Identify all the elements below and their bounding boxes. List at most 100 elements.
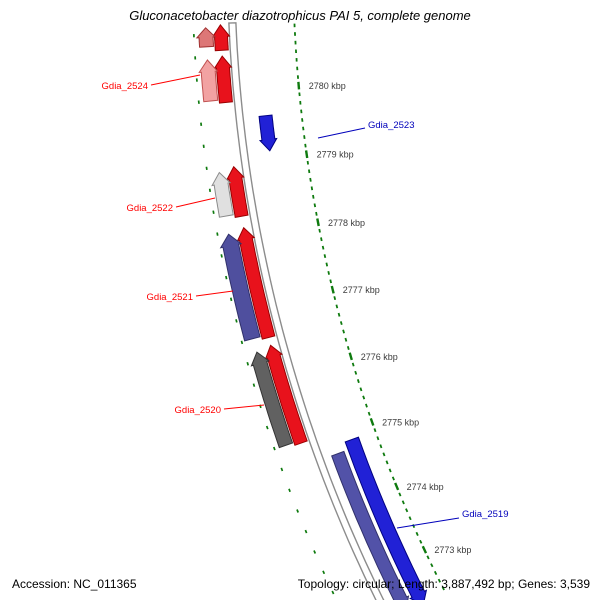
tick-dash xyxy=(333,296,337,301)
tick-dash xyxy=(344,337,348,342)
tick-dash xyxy=(288,488,291,493)
major-tick-dash xyxy=(330,285,335,294)
label-leader-line xyxy=(150,74,201,86)
gene-arrow[interactable] xyxy=(211,171,234,218)
gene-track xyxy=(195,24,428,600)
tick-dash xyxy=(320,237,323,242)
tick-dash xyxy=(391,476,395,481)
tick-dash xyxy=(208,188,212,193)
tick-dash xyxy=(304,143,307,148)
ruler-kbp-label: 2774 kbp xyxy=(407,482,444,492)
gene-Gdia_2519[interactable] xyxy=(331,436,428,600)
tick-dash xyxy=(272,446,276,451)
tick-dash xyxy=(367,411,371,416)
tick-dash xyxy=(382,452,386,457)
tick-dash xyxy=(331,590,335,595)
ruler-major-ticks: 2780 kbp 2779 kbp 2778 kbp 2777 kbp 2776 kbp… xyxy=(297,81,471,555)
major-tick-dash xyxy=(421,545,428,554)
gene-Gdia_2521[interactable] xyxy=(219,226,276,342)
tick-dash xyxy=(308,169,311,174)
tick-dash xyxy=(373,428,377,433)
gene-arrow[interactable] xyxy=(226,165,249,218)
gene-arrow[interactable] xyxy=(195,27,217,48)
tick-dash xyxy=(303,135,306,140)
gene-arrow[interactable] xyxy=(219,233,261,342)
gene-Gdia_2524[interactable] xyxy=(198,55,233,104)
gene-label[interactable]: Gdia_2522 xyxy=(127,203,173,214)
tick-dash xyxy=(313,550,317,554)
gene-arrow[interactable] xyxy=(198,59,219,103)
tick-dash xyxy=(339,321,343,326)
gene-label[interactable]: Gdia_2520 xyxy=(175,405,221,416)
tick-dash xyxy=(408,516,412,521)
gene-arrow[interactable] xyxy=(250,351,294,449)
label-leader-line xyxy=(317,127,366,139)
tick-dash xyxy=(323,254,327,259)
status-bar: Accession: NC_011365 Topology: circular;… xyxy=(12,577,590,591)
tick-dash xyxy=(216,232,219,236)
gene-arrow[interactable] xyxy=(331,450,410,600)
tick-dash xyxy=(385,460,389,465)
major-tick-dash xyxy=(369,418,375,426)
tick-dash xyxy=(327,270,330,275)
major-tick-dash xyxy=(348,352,353,361)
tick-dash xyxy=(240,340,244,345)
tick-dash xyxy=(362,395,366,400)
tick-dash xyxy=(365,403,368,408)
tick-dash xyxy=(398,492,402,497)
gene-Gdia_2520[interactable] xyxy=(250,344,308,449)
gene-arrow[interactable] xyxy=(211,24,231,52)
gene-label[interactable]: Gdia_2521 xyxy=(147,292,193,303)
tick-dash xyxy=(441,586,445,591)
tick-dash xyxy=(401,500,405,505)
ruler-kbp-label: 2780 kbp xyxy=(309,81,346,91)
tick-dash xyxy=(359,387,363,392)
gene-arrow[interactable] xyxy=(213,55,233,104)
tick-dash xyxy=(225,275,228,280)
label-leader-line xyxy=(223,404,265,410)
tick-dash xyxy=(312,194,315,199)
label-leader-line xyxy=(396,517,460,529)
sequence-title: Gluconacetobacter diazotrophicus PAI 5, … xyxy=(129,8,471,23)
tick-dash xyxy=(415,531,419,536)
tick-dash xyxy=(354,370,358,375)
tick-dash xyxy=(296,509,299,513)
tick-dash xyxy=(388,468,392,473)
tick-dash xyxy=(313,203,317,208)
tick-dash xyxy=(318,228,321,233)
gene-labels: Gdia_2524 Gdia_2523 Gdia_2522 Gdia_2521 Gdia… xyxy=(102,74,508,529)
tick-dash xyxy=(342,329,345,334)
status-summary: Topology: circular; Length: 3,887,492 bp… xyxy=(297,577,590,591)
tick-dash xyxy=(419,539,423,544)
tick-dash xyxy=(235,319,238,323)
gene-arrow[interactable] xyxy=(344,436,428,600)
tick-dash xyxy=(356,379,360,384)
gene-label[interactable]: Gdia_2524 xyxy=(102,81,148,92)
gene-Gdia_2522[interactable] xyxy=(211,165,249,218)
gene-arrow[interactable] xyxy=(258,114,278,152)
ruler-kbp-label: 2776 kbp xyxy=(361,352,398,362)
gene-arrow[interactable] xyxy=(264,344,308,446)
major-tick-dash xyxy=(304,150,309,159)
gene-label[interactable]: Gdia_2519 xyxy=(462,509,508,520)
genome-backbone xyxy=(228,22,385,600)
tick-dash xyxy=(246,361,250,366)
tick-dash xyxy=(437,578,442,583)
gene-arrow[interactable] xyxy=(236,226,276,340)
tick-dash xyxy=(351,362,355,367)
gene-Gdia_2523[interactable] xyxy=(258,114,278,152)
tick-dash xyxy=(309,177,312,182)
tick-dash xyxy=(280,467,284,472)
tick-dash xyxy=(426,555,430,560)
tick-dash xyxy=(304,529,308,534)
ruler-minor-ticks xyxy=(293,23,445,591)
tick-dash xyxy=(212,210,215,214)
tick-dash xyxy=(337,312,341,317)
tick-dash xyxy=(220,254,223,258)
tick-dash xyxy=(433,570,438,575)
gene-label[interactable]: Gdia_2523 xyxy=(368,120,414,131)
gene-partial[interactable] xyxy=(195,24,231,52)
tick-dash xyxy=(405,508,409,513)
